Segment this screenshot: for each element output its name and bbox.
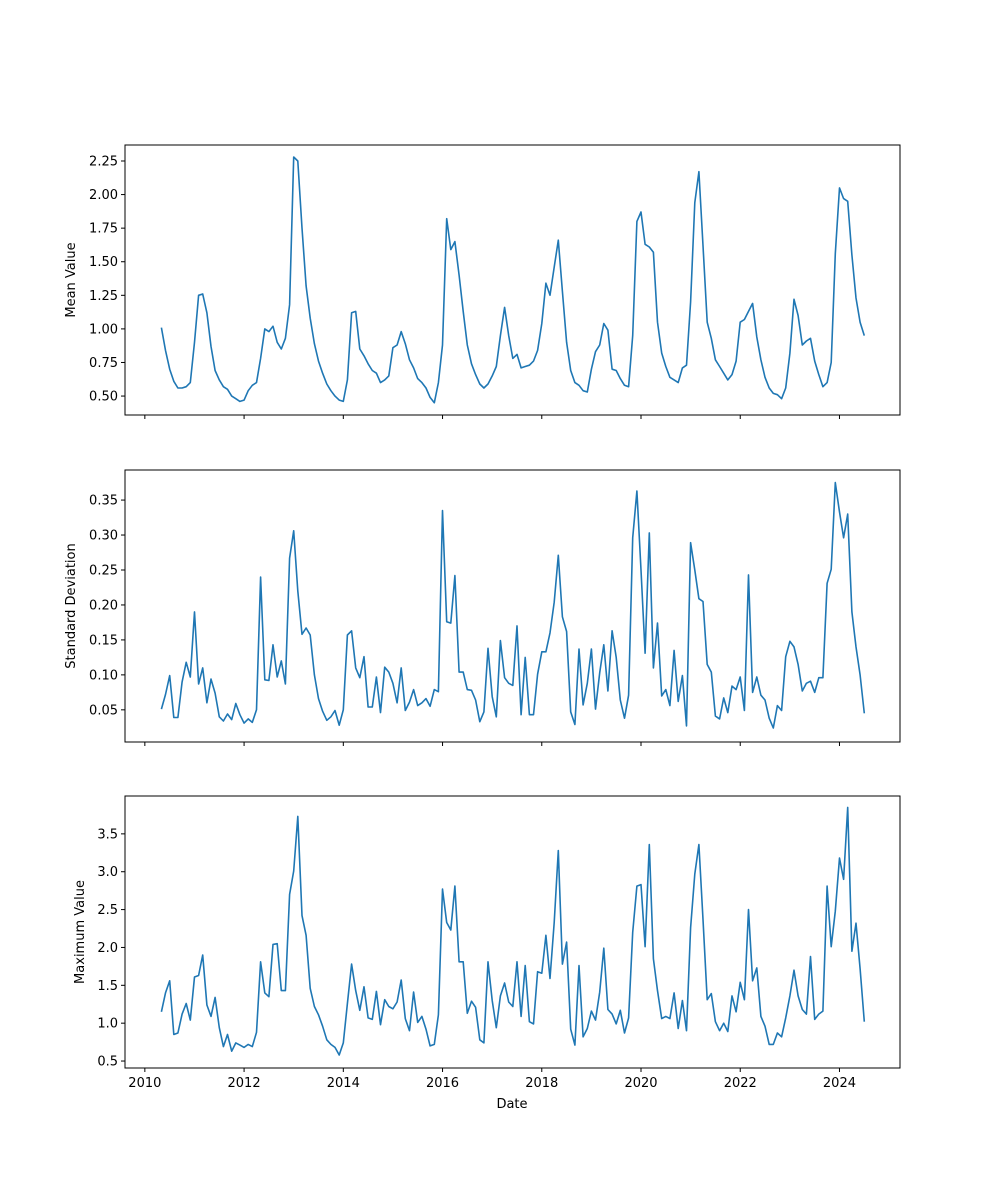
maximum-value-panel: Maximum Value Date 2010 2012 2014 2016 2018 2… [73, 795, 901, 1112]
y-tick-label: 0.50 [89, 390, 118, 405]
y-tick-label: 1.5 [97, 979, 118, 994]
axes-frame [124, 144, 901, 416]
x-tick-label: 2024 [823, 1076, 856, 1091]
series-line [160, 156, 866, 404]
y-tick-label: 1.25 [89, 289, 118, 304]
y-tick-label: 3.5 [97, 827, 118, 842]
y-tick-label: 0.25 [89, 563, 118, 578]
y-tick-label: 2.25 [89, 154, 118, 169]
y-tick-label: 2.5 [97, 903, 118, 918]
y-tick-label: 0.20 [89, 598, 118, 613]
y-tick-label: 0.5 [97, 1055, 118, 1070]
x-tick-label: 2020 [624, 1076, 657, 1091]
x-tick-label: 2016 [426, 1076, 459, 1091]
x-tick-label: 2012 [228, 1076, 261, 1091]
series-line [160, 481, 866, 729]
mean-value-panel: Mean Value 0.50 0.75 1.00 1.25 1.50 1.75 2.00 2… [64, 144, 901, 419]
x-tick-label: 2022 [724, 1076, 757, 1091]
y-tick-label: 1.50 [89, 255, 118, 270]
x-tick-label: 2014 [327, 1076, 360, 1091]
y-tick-label: 1.75 [89, 222, 118, 237]
y-axis-label: Maximum Value [73, 880, 88, 984]
y-tick-label: 2.00 [89, 188, 118, 203]
y-tick-label: 3.0 [97, 865, 118, 880]
y-tick-label: 0.15 [89, 633, 118, 648]
x-axis-label: Date [496, 1097, 527, 1112]
y-axis-label: Standard Deviation [64, 543, 79, 668]
y-tick-label: 1.0 [97, 1017, 118, 1032]
standard-deviation-panel: Standard Deviation 0.05 0.10 0.15 0.20 0.25 0… [64, 469, 901, 746]
y-tick-label: 0.05 [89, 703, 118, 718]
x-tick-label: 2018 [525, 1076, 558, 1091]
y-tick-label: 0.10 [89, 668, 118, 683]
y-tick-label: 1.00 [89, 322, 118, 337]
y-axis-label: Mean Value [64, 242, 79, 317]
x-tick-label: 2010 [128, 1076, 161, 1091]
y-tick-label: 2.0 [97, 941, 118, 956]
axes-frame [124, 469, 901, 743]
y-tick-label: 0.75 [89, 356, 118, 371]
series-line [160, 806, 866, 1056]
axes-frame [124, 795, 901, 1069]
y-tick-label: 0.30 [89, 529, 118, 544]
y-tick-label: 0.35 [89, 494, 118, 509]
